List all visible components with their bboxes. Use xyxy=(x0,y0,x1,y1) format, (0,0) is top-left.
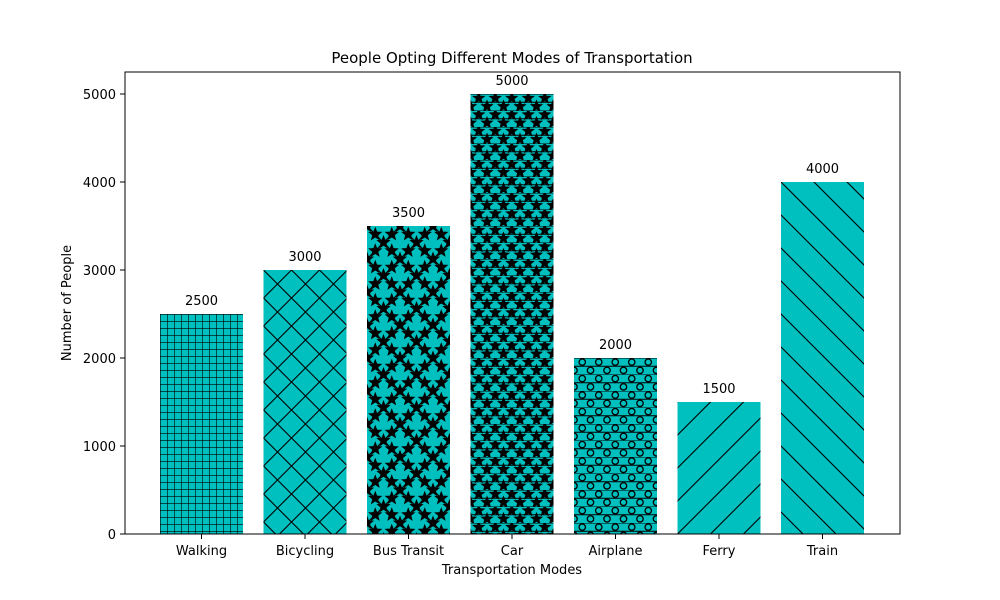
x-tick-label: Car xyxy=(501,544,524,559)
data-label: 5000 xyxy=(495,74,528,89)
x-axis: Walking Bicycling Bus Transit Car Airplane Fe… xyxy=(176,534,838,559)
data-label: 2000 xyxy=(599,338,632,353)
bar-car xyxy=(470,94,554,534)
y-tick-label: 0 xyxy=(108,528,116,543)
x-tick-label: Bus Transit xyxy=(373,544,444,559)
x-tick-label: Train xyxy=(806,544,838,559)
y-tick-label: 3000 xyxy=(83,264,116,279)
x-tick-label: Bicycling xyxy=(276,544,334,559)
bar-bicycling xyxy=(263,270,347,534)
data-label: 1500 xyxy=(702,382,735,397)
y-axis-label: Number of People xyxy=(60,245,75,361)
bar-airplane xyxy=(574,358,657,534)
bar-train xyxy=(781,182,864,534)
bar-ferry xyxy=(677,402,761,534)
data-label: 2500 xyxy=(185,294,218,309)
bar-bus-transit xyxy=(367,226,450,534)
y-axis: 0 1000 2000 3000 4000 5000 xyxy=(83,88,125,543)
bars-group xyxy=(160,94,864,534)
data-labels-group: 2500 3000 3500 5000 2000 1500 4000 xyxy=(185,74,839,397)
x-axis-label: Transportation Modes xyxy=(441,563,582,578)
x-tick-label: Airplane xyxy=(589,544,643,559)
data-label: 4000 xyxy=(806,162,839,177)
y-tick-label: 4000 xyxy=(83,176,116,191)
data-label: 3000 xyxy=(288,250,321,265)
x-tick-label: Ferry xyxy=(703,544,736,559)
y-tick-label: 2000 xyxy=(83,352,116,367)
y-tick-label: 5000 xyxy=(83,88,116,103)
chart-title: People Opting Different Modes of Transpo… xyxy=(331,49,692,67)
data-label: 3500 xyxy=(392,206,425,221)
bar-walking xyxy=(160,314,243,534)
x-tick-label: Walking xyxy=(176,544,227,559)
y-tick-label: 1000 xyxy=(83,440,116,455)
